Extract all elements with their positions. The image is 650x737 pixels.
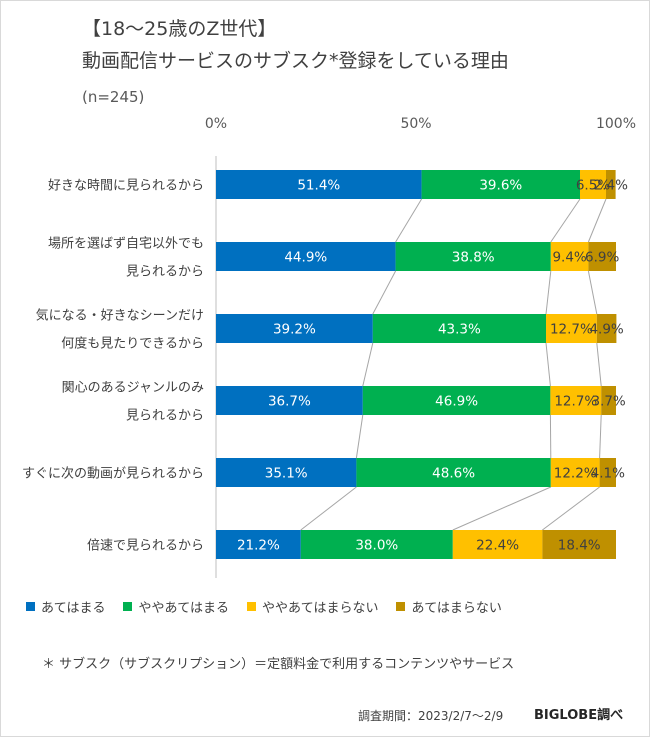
- legend-item-1: あてはまる: [26, 597, 105, 616]
- bar-segment: [421, 170, 580, 199]
- bar-segment: [550, 386, 602, 415]
- category-label: 見られるから: [126, 409, 204, 424]
- category-label: 場所を選ばず自宅以外でも: [48, 237, 204, 252]
- data-label: 48.6%: [432, 466, 475, 482]
- legend-label-4: あてはまらない: [411, 601, 502, 616]
- bar-segment: [550, 458, 600, 487]
- category-label: 気になる・好きなシーンだけ: [36, 308, 204, 324]
- data-label: 44.9%: [284, 250, 327, 266]
- footnote: ＊ サブスク（サブスクリプション）＝定額料金で利用するコンテンツやサービス: [42, 657, 515, 672]
- bar-segment: [452, 530, 543, 559]
- series-connector-line: [587, 198, 607, 243]
- bar-segment: [542, 530, 616, 559]
- chart-title-line1: 【18～25歳のZ世代】: [82, 18, 277, 40]
- series-connector-line: [542, 486, 600, 531]
- survey-period: 調査期間：2023/2/7～2/9: [358, 709, 504, 723]
- series-connector-line: [599, 414, 602, 459]
- category-label: 関心のあるジャンルのみ: [62, 381, 204, 396]
- data-label: 6.9%: [585, 250, 619, 266]
- series-connector-line: [372, 270, 397, 315]
- series-connector-line: [452, 486, 552, 531]
- series-connector-line: [545, 270, 552, 315]
- series-connector-line: [355, 414, 364, 459]
- bar-segment: [599, 458, 616, 487]
- legend-swatch-2: [123, 602, 133, 611]
- data-label: 12.7%: [554, 394, 597, 410]
- data-label: 2.4%: [594, 178, 628, 194]
- legend-swatch-4: [396, 602, 406, 611]
- data-label: 18.4%: [558, 538, 601, 554]
- data-label: 38.0%: [355, 538, 398, 554]
- category-label: 倍速で見られるから: [87, 539, 204, 554]
- data-label: 46.9%: [435, 394, 478, 410]
- bar-segment: [362, 386, 551, 415]
- x-tick-label: 100%: [596, 116, 636, 132]
- data-label: 36.7%: [268, 394, 311, 410]
- bar-segment: [216, 170, 422, 199]
- series-connector-line: [362, 342, 374, 387]
- sample-size: (n=245): [82, 88, 145, 106]
- data-label: 51.4%: [297, 178, 340, 194]
- category-label: 見られるから: [126, 265, 204, 280]
- stacked-bar-chart: 0% 50% 100% 51.4% 39.6% 6.5%2.4% 好きな時間に見られるから 4…: [22, 116, 636, 578]
- data-label: 22.4%: [476, 538, 519, 554]
- bar-segment: [216, 314, 373, 343]
- bar-segment: [356, 458, 551, 487]
- series-connector-line: [300, 486, 357, 531]
- data-label: 3.7%: [591, 394, 625, 410]
- x-tick-label: 0%: [205, 116, 227, 132]
- bar-segment: [546, 314, 597, 343]
- bar-segment: [216, 458, 357, 487]
- chart-title-line2: 動画配信サービスのサブスク*登録をしている理由: [82, 50, 509, 72]
- legend-item-3: ややあてはまらない: [246, 597, 379, 616]
- legend-swatch-1: [26, 602, 35, 611]
- x-tick-label: 50%: [400, 116, 431, 132]
- data-label: 12.2%: [554, 466, 597, 482]
- series-connector-line: [550, 198, 581, 243]
- data-label: 9.4%: [552, 250, 586, 266]
- bar-segment: [216, 386, 363, 415]
- bar-segment: [606, 170, 616, 199]
- legend-item-4: あてはまらない: [396, 597, 502, 616]
- bar-segment: [601, 386, 616, 415]
- bar-segment: [588, 242, 616, 271]
- bar-segment: [216, 242, 396, 271]
- category-label: 何度も見たりできるから: [61, 336, 204, 352]
- bar-segment: [550, 242, 589, 271]
- series-connector-line: [587, 270, 598, 315]
- data-label: 4.9%: [589, 322, 623, 338]
- data-label: 35.1%: [265, 466, 308, 482]
- series-connector-line: [395, 198, 423, 243]
- data-label: 38.8%: [452, 250, 495, 266]
- series-connector-line: [545, 342, 551, 387]
- data-label: 39.6%: [479, 178, 522, 194]
- bar-segment: [300, 530, 453, 559]
- data-label: 43.3%: [438, 322, 481, 338]
- data-label: 39.2%: [273, 322, 316, 338]
- data-label: 4.1%: [591, 466, 625, 482]
- legend-label-2: ややあてはまる: [138, 601, 229, 616]
- data-label: 6.5%: [576, 178, 610, 194]
- category-label: すぐに次の動画が見られるから: [22, 466, 204, 482]
- data-label: 12.7%: [550, 322, 593, 338]
- bar-segment: [596, 314, 617, 343]
- legend-swatch-3: [246, 602, 256, 611]
- category-label: 好きな時間に見られるから: [48, 179, 204, 194]
- legend-item-2: ややあてはまる: [123, 597, 229, 616]
- bar-segment: [395, 242, 551, 271]
- legend-label-1: あてはまる: [41, 601, 106, 616]
- bar-segment: [372, 314, 546, 343]
- series-connector-line: [596, 342, 602, 387]
- legend: あてはまる ややあてはまる ややあてはまらない あてはまらない: [26, 597, 520, 616]
- source-brand: BIGLOBE調べ: [534, 708, 624, 723]
- bar-segment: [216, 530, 301, 559]
- bar-segment: [580, 170, 606, 199]
- data-label: 21.2%: [237, 538, 280, 554]
- legend-label-3: ややあてはまらない: [261, 601, 379, 616]
